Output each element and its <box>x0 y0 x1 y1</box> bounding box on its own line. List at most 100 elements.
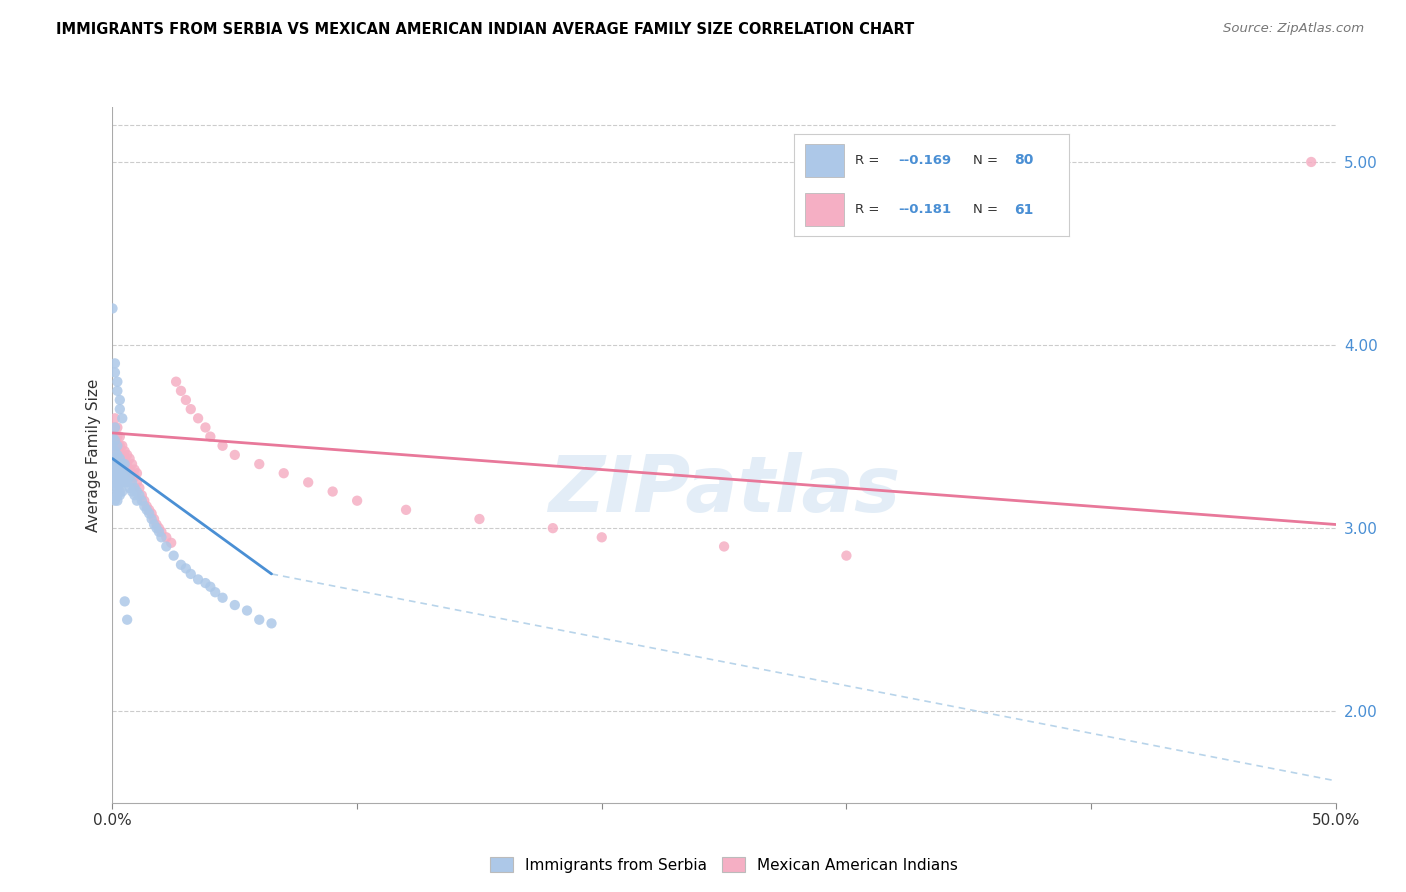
Legend: Immigrants from Serbia, Mexican American Indians: Immigrants from Serbia, Mexican American… <box>484 851 965 879</box>
Point <box>160 536 183 550</box>
Point <box>104 420 127 434</box>
Text: Source: ZipAtlas.com: Source: ZipAtlas.com <box>1223 22 1364 36</box>
Point <box>468 512 491 526</box>
Point <box>115 467 138 481</box>
Point <box>104 470 127 484</box>
Point <box>105 448 128 462</box>
Point <box>194 420 217 434</box>
Point <box>105 481 128 495</box>
Point <box>105 420 128 434</box>
Text: N =: N = <box>973 203 1002 216</box>
Point <box>108 488 131 502</box>
Point <box>101 301 124 316</box>
Point <box>105 475 128 490</box>
Point <box>111 484 134 499</box>
Bar <box>806 144 844 177</box>
Point <box>104 481 127 495</box>
Point <box>115 475 138 490</box>
Point <box>124 481 146 495</box>
Point <box>104 493 127 508</box>
Text: --0.181: --0.181 <box>898 203 952 216</box>
Point <box>121 467 143 481</box>
Point <box>200 580 222 594</box>
Point <box>165 375 187 389</box>
Point <box>163 549 186 563</box>
Point <box>224 598 246 612</box>
Point <box>104 457 127 471</box>
Point <box>118 451 141 466</box>
Point <box>180 402 202 417</box>
Point <box>121 484 143 499</box>
Point <box>125 484 148 499</box>
Point <box>135 499 157 513</box>
Text: ZIPatlas: ZIPatlas <box>548 451 900 528</box>
Point <box>105 429 128 443</box>
Point <box>135 503 157 517</box>
Text: R =: R = <box>855 203 883 216</box>
Point <box>118 462 141 476</box>
Point <box>104 411 127 425</box>
Point <box>211 591 233 605</box>
Point <box>247 613 270 627</box>
Point <box>104 444 127 458</box>
Point <box>108 457 131 471</box>
Point <box>104 488 127 502</box>
Point <box>150 524 173 539</box>
Point <box>115 613 138 627</box>
Point <box>174 392 197 407</box>
Point <box>204 585 226 599</box>
Point <box>104 439 127 453</box>
Point <box>141 512 163 526</box>
Point <box>395 503 418 517</box>
Text: R =: R = <box>855 154 883 167</box>
Point <box>108 451 131 466</box>
Point <box>200 429 222 443</box>
Point <box>128 481 150 495</box>
Point <box>101 429 124 443</box>
Point <box>124 488 146 502</box>
Point <box>108 475 131 490</box>
Point <box>121 457 143 471</box>
Point <box>108 484 131 499</box>
Point <box>104 444 127 458</box>
Point <box>101 439 124 453</box>
Point <box>108 392 131 407</box>
Point <box>104 467 127 481</box>
Bar <box>806 194 844 226</box>
Point <box>155 530 177 544</box>
Point <box>125 475 148 490</box>
Point <box>236 603 259 617</box>
Point <box>141 507 163 521</box>
Point <box>104 366 127 380</box>
Point <box>101 429 124 443</box>
Point <box>224 448 246 462</box>
Point <box>104 356 127 370</box>
Point <box>118 481 141 495</box>
Point <box>134 493 156 508</box>
Point <box>143 517 166 532</box>
Text: 61: 61 <box>1014 202 1033 217</box>
Point <box>260 616 283 631</box>
Point <box>104 475 127 490</box>
Point <box>148 524 170 539</box>
Point <box>108 439 131 453</box>
Point <box>105 375 128 389</box>
Point <box>150 530 173 544</box>
Point <box>138 503 160 517</box>
Y-axis label: Average Family Size: Average Family Size <box>86 378 101 532</box>
Point <box>145 517 167 532</box>
Point <box>148 521 170 535</box>
Point <box>105 439 128 453</box>
Point <box>104 451 127 466</box>
Point <box>105 439 128 453</box>
Point <box>114 467 136 481</box>
Point <box>541 521 564 535</box>
Point <box>114 475 136 490</box>
Point <box>247 457 270 471</box>
Point <box>108 448 131 462</box>
Point <box>115 448 138 462</box>
Point <box>111 467 134 481</box>
Point <box>273 467 295 481</box>
Point <box>134 499 156 513</box>
Point <box>108 429 131 443</box>
